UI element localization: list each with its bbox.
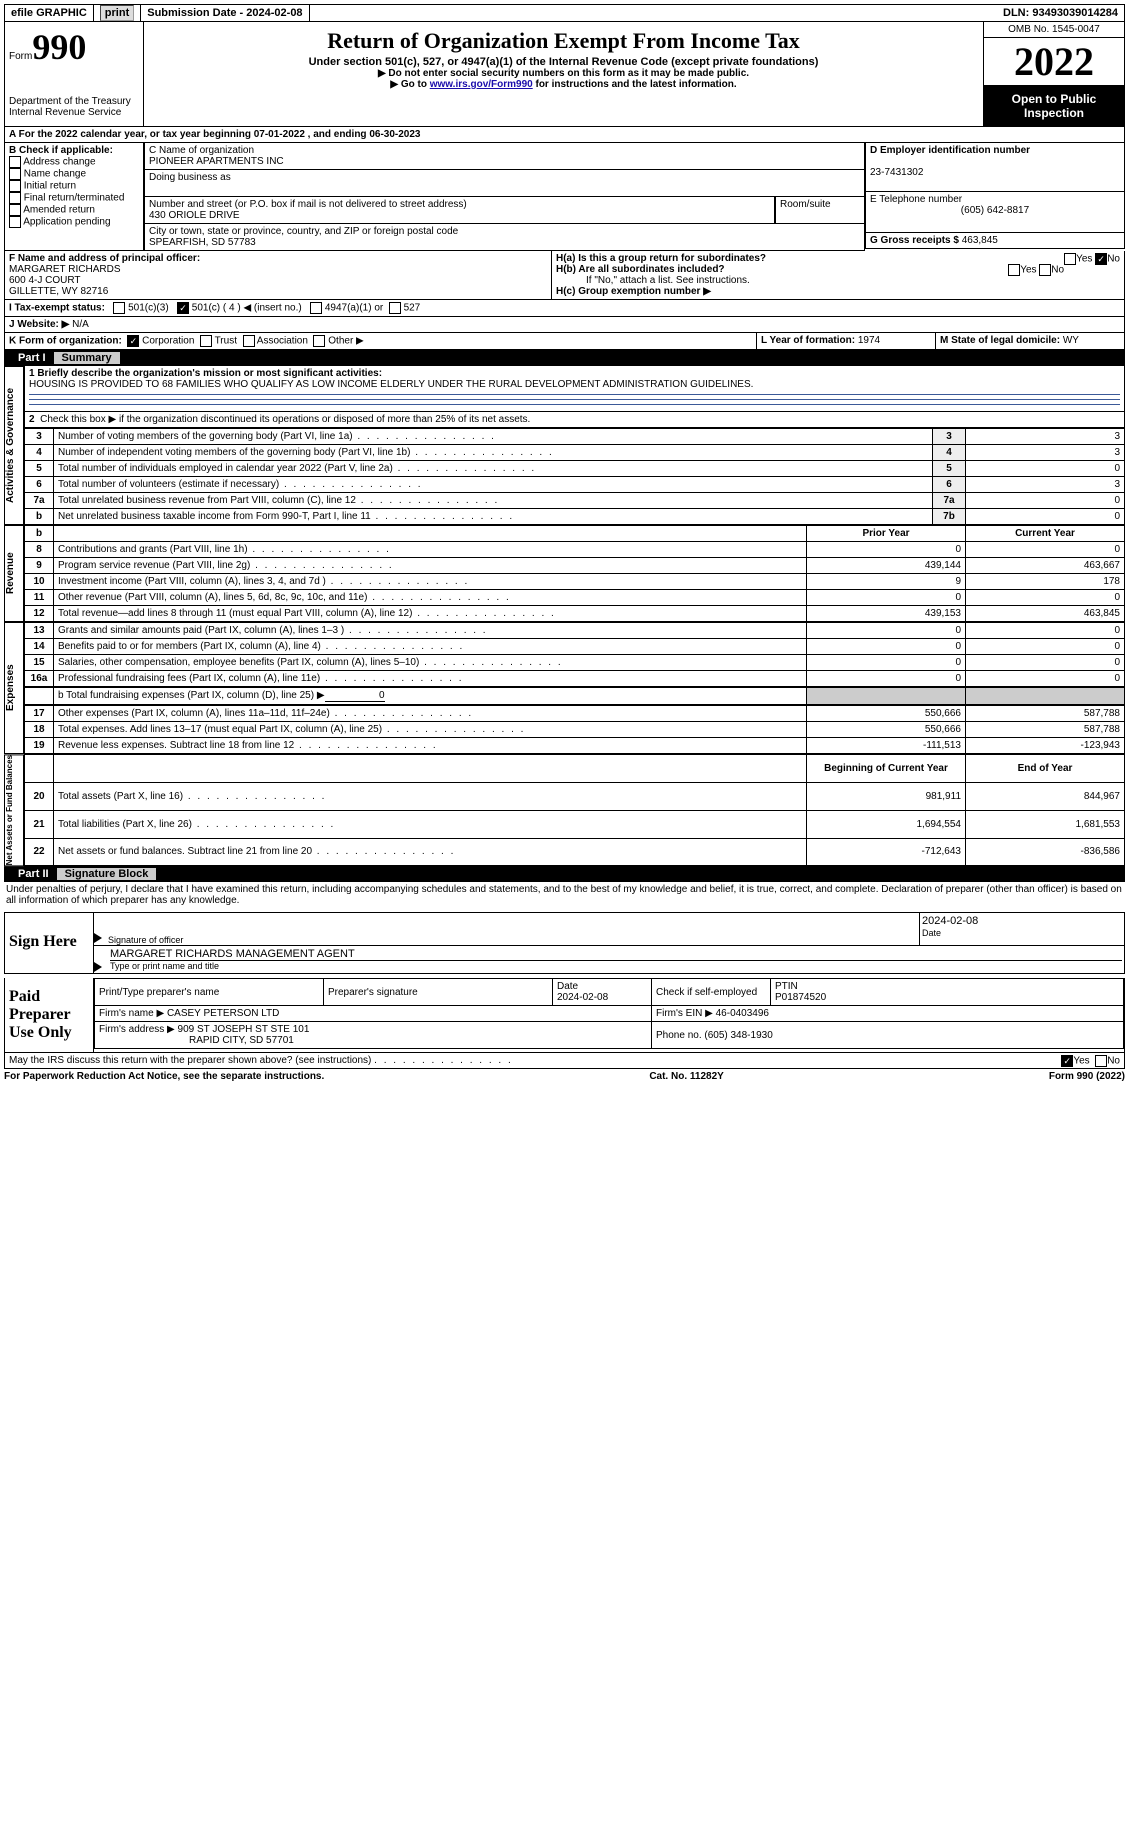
- sign-here-label: Sign Here: [5, 913, 94, 973]
- firm-phone: (605) 348-1930: [704, 1030, 772, 1041]
- sig-date: 2024-02-08: [922, 915, 978, 927]
- hc-row: H(c) Group exemption number ▶: [556, 286, 1120, 297]
- part1-ag: Activities & Governance 1 Briefly descri…: [4, 366, 1125, 525]
- paid-prep-label: Paid Preparer Use Only: [5, 978, 94, 1052]
- omb-number: OMB No. 1545-0047: [984, 22, 1124, 38]
- form-note2: ▶ Go to www.irs.gov/Form990 for instruct…: [148, 79, 979, 90]
- sign-block: Sign Here Signature of officer 2024-02-0…: [4, 912, 1125, 974]
- q2-text: Check this box ▶ if the organization dis…: [40, 414, 530, 425]
- efile-label: efile GRAPHIC: [5, 5, 94, 21]
- org-addr: 430 ORIOLE DRIVE: [149, 210, 240, 221]
- form-note1: ▶ Do not enter social security numbers o…: [148, 68, 979, 79]
- firm-addr1: 909 ST JOSEPH ST STE 101: [178, 1024, 310, 1035]
- inspection-label: Open to Public Inspection: [984, 86, 1124, 126]
- ein-value: 23-7431302: [870, 167, 923, 178]
- section-bcdeg: B Check if applicable: Address change Na…: [4, 143, 1125, 251]
- phone-label: E Telephone number: [870, 194, 962, 205]
- type-name-label: Type or print name and title: [110, 960, 1122, 971]
- expense-table2: 17Other expenses (Part IX, column (A), l…: [24, 705, 1125, 754]
- firm-addr2: RAPID CITY, SD 57701: [99, 1035, 294, 1046]
- part1-revenue: Revenue bPrior YearCurrent Year8Contribu…: [4, 525, 1125, 622]
- triangle-icon: [94, 962, 102, 972]
- prep-sig-label: Preparer's signature: [328, 987, 418, 998]
- q1-text: HOUSING IS PROVIDED TO 68 FAMILIES WHO Q…: [29, 379, 753, 390]
- officer-label: F Name and address of principal officer:: [9, 253, 200, 264]
- tax-year: 2022: [984, 38, 1124, 86]
- line-j: J Website: ▶ N/A: [4, 317, 1125, 333]
- part2-header: Part II Signature Block: [4, 866, 1125, 882]
- q1-label: 1 Briefly describe the organization's mi…: [29, 368, 382, 379]
- form990-link[interactable]: www.irs.gov/Form990: [430, 79, 533, 90]
- line-klm: K Form of organization: ✓ Corporation Tr…: [4, 333, 1125, 350]
- vlabel-net: Net Assets or Fund Balances: [4, 754, 24, 866]
- firm-name: CASEY PETERSON LTD: [167, 1008, 279, 1019]
- declaration: Under penalties of perjury, I declare th…: [4, 882, 1125, 908]
- top-rows-table: 3Number of voting members of the governi…: [24, 428, 1125, 525]
- firm-ein: 46-0403496: [716, 1008, 769, 1019]
- h-note: If "No," attach a list. See instructions…: [556, 275, 1120, 286]
- section-b: B Check if applicable: Address change Na…: [4, 143, 144, 251]
- form-number: Form990: [9, 26, 139, 68]
- dln: DLN: 93493039014284: [997, 5, 1124, 21]
- form-header: Form990 Department of the Treasury Inter…: [4, 22, 1125, 127]
- line-b-table: b Total fundraising expenses (Part IX, c…: [24, 687, 1125, 705]
- prep-name-label: Print/Type preparer's name: [99, 987, 219, 998]
- line-i: I Tax-exempt status: 501(c)(3) ✓ 501(c) …: [4, 300, 1125, 317]
- form-subtitle: Under section 501(c), 527, or 4947(a)(1)…: [148, 56, 979, 68]
- officer-printed-name: MARGARET RICHARDS MANAGEMENT AGENT: [110, 948, 355, 960]
- preparer-block: Paid Preparer Use Only Print/Type prepar…: [4, 978, 1125, 1053]
- vlabel-ag: Activities & Governance: [4, 366, 24, 525]
- form-title: Return of Organization Exempt From Incom…: [148, 28, 979, 54]
- line-a: A For the 2022 calendar year, or tax yea…: [4, 127, 1125, 143]
- dba-label: Doing business as: [149, 172, 231, 183]
- print-button[interactable]: print: [100, 5, 134, 21]
- vlabel-exp: Expenses: [4, 622, 24, 754]
- net-table: Beginning of Current YearEnd of Year20To…: [24, 754, 1125, 866]
- ein-label: D Employer identification number: [870, 145, 1030, 156]
- gross-value: 463,845: [962, 235, 998, 246]
- triangle-icon: [94, 933, 102, 943]
- name-label: C Name of organization: [149, 145, 254, 156]
- top-bar: efile GRAPHIC print Submission Date - 20…: [4, 4, 1125, 22]
- addr-label: Number and street (or P.O. box if mail i…: [149, 199, 467, 210]
- hb-row: H(b) Are all subordinates included? Yes …: [556, 264, 1120, 275]
- part1-expenses: Expenses 13Grants and similar amounts pa…: [4, 622, 1125, 754]
- room-label: Room/suite: [780, 199, 831, 210]
- officer-name: MARGARET RICHARDS: [9, 264, 121, 275]
- prep-date: 2024-02-08: [557, 992, 608, 1003]
- submission-date: Submission Date - 2024-02-08: [141, 5, 309, 21]
- ptin: P01874520: [775, 992, 826, 1003]
- part1-header: Part I Summary: [4, 350, 1125, 366]
- revenue-table: bPrior YearCurrent Year8Contributions an…: [24, 525, 1125, 622]
- officer-addr2: GILLETTE, WY 82716: [9, 286, 108, 297]
- footer: For Paperwork Reduction Act Notice, see …: [4, 1071, 1125, 1082]
- phone-value: (605) 642-8817: [870, 205, 1120, 216]
- org-city: SPEARFISH, SD 57783: [149, 237, 256, 248]
- expense-table: 13Grants and similar amounts paid (Part …: [24, 622, 1125, 687]
- section-fh: F Name and address of principal officer:…: [4, 251, 1125, 300]
- ha-row: H(a) Is this a group return for subordin…: [556, 253, 1120, 264]
- gross-label: G Gross receipts $: [870, 235, 962, 246]
- part1-net: Net Assets or Fund Balances Beginning of…: [4, 754, 1125, 866]
- city-label: City or town, state or province, country…: [149, 226, 458, 237]
- self-employed-label: Check if self-employed: [656, 987, 757, 998]
- org-name: PIONEER APARTMENTS INC: [149, 156, 284, 167]
- sig-officer-label: Signature of officer: [108, 935, 183, 945]
- dept-label: Department of the Treasury Internal Reve…: [9, 96, 139, 118]
- vlabel-rev: Revenue: [4, 525, 24, 622]
- may-irs-row: May the IRS discuss this return with the…: [4, 1053, 1125, 1069]
- officer-addr1: 600 4-J COURT: [9, 275, 81, 286]
